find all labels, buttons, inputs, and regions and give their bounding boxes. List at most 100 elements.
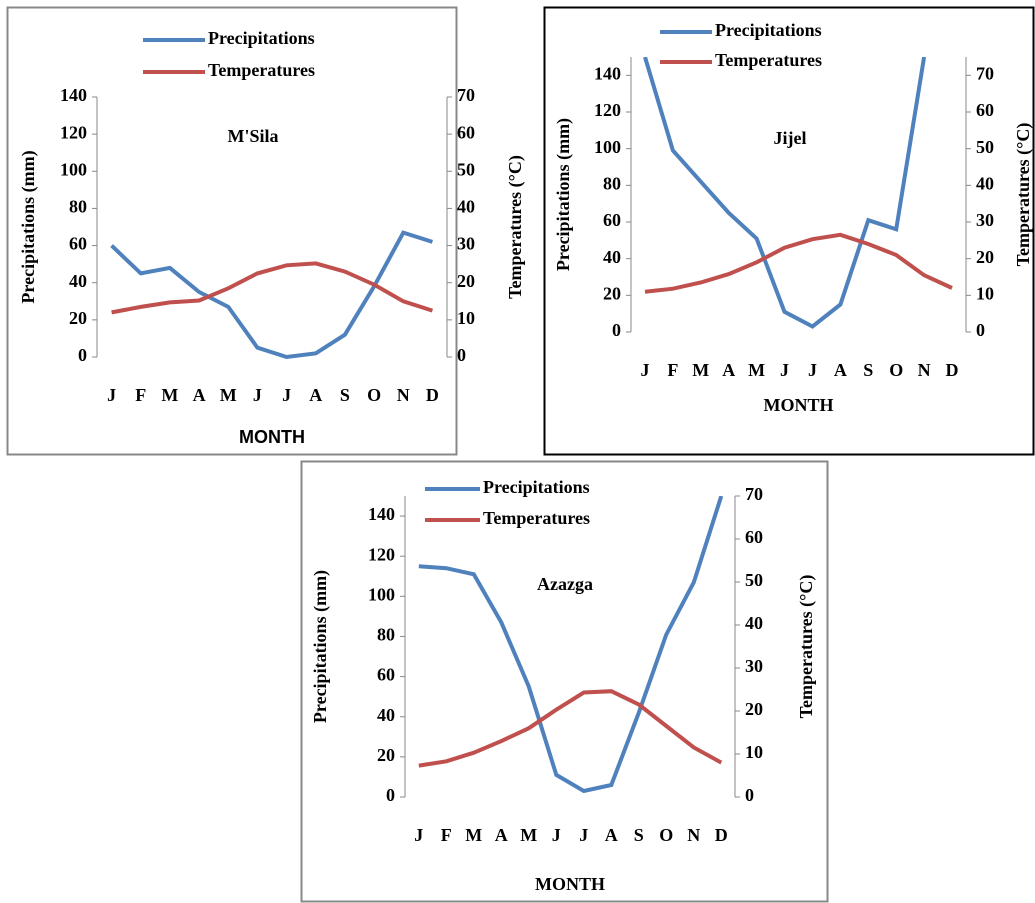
x-tick-label: J — [414, 825, 423, 845]
y-tick-label: 20 — [377, 745, 395, 765]
y2-tick-label: 40 — [745, 613, 763, 633]
x-tick-label: N — [918, 360, 931, 380]
legend-label: Temperatures — [715, 50, 822, 70]
x-tick-label: J — [282, 385, 291, 405]
y-tick-label: 80 — [603, 173, 621, 193]
y-tick-label: 40 — [377, 705, 395, 725]
y-tick-label: 140 — [368, 504, 395, 524]
y-tick-label: 80 — [377, 625, 395, 645]
y2-tick-label: 0 — [745, 785, 754, 805]
x-tick-label: D — [715, 825, 728, 845]
x-tick-label: J — [107, 385, 116, 405]
legend-label: Precipitations — [483, 477, 590, 497]
y-tick-label: 60 — [69, 234, 87, 254]
data-line — [111, 261, 434, 315]
y2-tick-label: 60 — [457, 122, 475, 142]
chart-frame — [543, 6, 1035, 456]
legend-label: Precipitations — [208, 28, 315, 48]
y2-tick-label: 0 — [457, 345, 466, 365]
x-tick-label: A — [193, 385, 206, 405]
y2-tick-label: 40 — [976, 173, 994, 193]
x-tick-label: F — [667, 360, 678, 380]
legend-label: Precipitations — [715, 20, 822, 40]
y-tick-label: 0 — [78, 345, 87, 365]
x-tick-label: A — [722, 360, 735, 380]
chart-frame — [300, 460, 829, 903]
y2-tick-label: 0 — [976, 320, 985, 340]
chart-title: M'Sila — [227, 126, 278, 146]
y2-tick-label: 10 — [976, 283, 994, 303]
x-tick-label: A — [309, 385, 322, 405]
y2-tick-label: 10 — [745, 742, 763, 762]
x-tick-label: F — [135, 385, 146, 405]
y2-tick-label: 20 — [976, 247, 994, 267]
x-tick-label: A — [834, 360, 847, 380]
x-tick-label: N — [687, 825, 700, 845]
y-tick-label: 120 — [594, 100, 621, 120]
y-tick-label: 100 — [594, 137, 621, 157]
x-tick-label: J — [552, 825, 561, 845]
x-tick-label: D — [946, 360, 959, 380]
y2-tick-label: 70 — [745, 484, 763, 504]
y-tick-label: 140 — [594, 63, 621, 83]
x-tick-label: M — [161, 385, 178, 405]
y2-tick-label: 30 — [976, 210, 994, 230]
x-tick-label: M — [692, 360, 709, 380]
y2-tick-label: 20 — [745, 699, 763, 719]
legend-label: Temperatures — [483, 508, 590, 528]
y-tick-label: 40 — [69, 271, 87, 291]
x-tick-label: O — [889, 360, 903, 380]
data-line — [110, 230, 434, 360]
x-tick-label: F — [441, 825, 452, 845]
data-line — [418, 689, 723, 768]
x-tick-label: J — [780, 360, 789, 380]
x-tick-label: N — [397, 385, 410, 405]
y2-tick-label: 60 — [976, 100, 994, 120]
y2-tick-label: 70 — [457, 85, 475, 105]
y2-axis-title: Temperatures (°C) — [1013, 123, 1034, 267]
x-tick-label: M — [465, 825, 482, 845]
y-axis-title: Precipitations (mm) — [553, 118, 574, 271]
y2-tick-label: 60 — [745, 527, 763, 547]
y-tick-label: 60 — [377, 665, 395, 685]
y-axis-title: Precipitations (mm) — [310, 570, 331, 723]
y-tick-label: 100 — [368, 584, 395, 604]
x-tick-label: M — [220, 385, 237, 405]
x-tick-label: M — [748, 360, 765, 380]
x-axis-title: MONTH — [535, 874, 605, 894]
x-tick-label: J — [579, 825, 588, 845]
y2-tick-label: 50 — [745, 570, 763, 590]
data-line — [418, 496, 724, 794]
x-axis-title: MONTH — [764, 395, 834, 415]
y-tick-label: 0 — [386, 785, 395, 805]
x-tick-label: D — [426, 385, 439, 405]
y2-tick-label: 30 — [745, 656, 763, 676]
y-tick-label: 0 — [612, 320, 621, 340]
y-tick-label: 80 — [69, 197, 87, 217]
y-tick-label: 20 — [69, 308, 87, 328]
y2-tick-label: 50 — [976, 137, 994, 157]
x-tick-label: O — [659, 825, 673, 845]
chart-title: Azazga — [537, 574, 593, 594]
y-tick-label: 120 — [368, 544, 395, 564]
y2-tick-label: 40 — [457, 197, 475, 217]
chart-frame — [6, 6, 458, 456]
y2-axis-title: Temperatures (°C) — [505, 155, 526, 299]
x-tick-label: M — [520, 825, 537, 845]
y2-tick-label: 30 — [457, 234, 475, 254]
x-tick-label: J — [640, 360, 649, 380]
y2-tick-label: 70 — [976, 63, 994, 83]
y-tick-label: 20 — [603, 283, 621, 303]
y2-tick-label: 20 — [457, 271, 475, 291]
y-tick-label: 40 — [603, 247, 621, 267]
y2-axis-title: Temperatures (°C) — [796, 575, 817, 719]
chart-title: Jijel — [774, 128, 807, 148]
y-tick-label: 100 — [60, 159, 87, 179]
x-tick-label: O — [367, 385, 381, 405]
data-line — [643, 57, 927, 329]
x-tick-label: S — [634, 825, 644, 845]
y2-tick-label: 50 — [457, 159, 475, 179]
y2-tick-label: 10 — [457, 308, 475, 328]
y-tick-label: 60 — [603, 210, 621, 230]
x-tick-label: S — [340, 385, 350, 405]
